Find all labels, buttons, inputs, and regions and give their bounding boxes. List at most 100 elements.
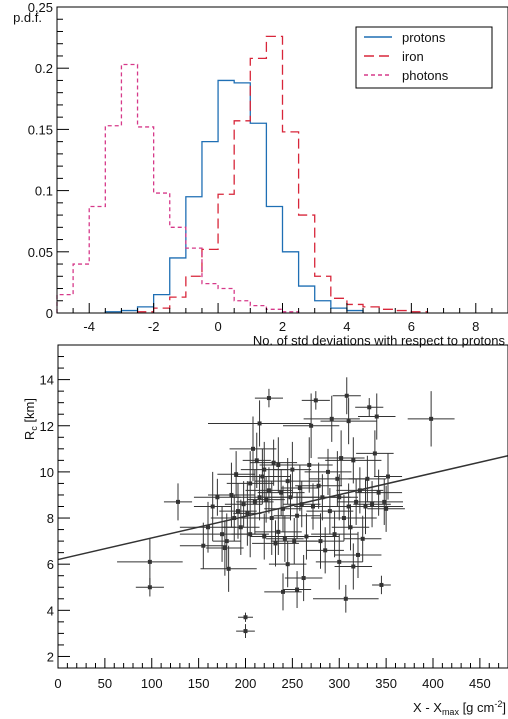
x-label-sup: -2 — [494, 699, 502, 709]
x-label-sub: max — [442, 707, 460, 717]
scatter-point — [208, 400, 312, 447]
scatter-point — [283, 393, 340, 459]
point-marker — [238, 525, 243, 530]
scatter-x-tick-label: 50 — [98, 676, 112, 691]
point-marker — [339, 456, 344, 461]
point-marker — [269, 516, 274, 521]
point-marker — [295, 587, 300, 592]
point-marker — [281, 506, 285, 511]
point-marker — [285, 479, 290, 484]
scatter-panel: 0 50 100 150 200 250 300 350 400 450 2 4 6 8 10 12 14 Rc… — [22, 344, 508, 717]
point-marker — [281, 589, 285, 594]
point-marker — [257, 495, 262, 500]
point-marker — [341, 516, 346, 521]
point-marker — [254, 458, 259, 463]
scatter-y-tick-label: 8 — [47, 511, 54, 526]
scatter-point — [163, 483, 193, 521]
histogram-x-tick-label: 8 — [472, 319, 479, 334]
scatter-point — [242, 432, 271, 489]
scatter-point — [304, 448, 352, 495]
point-marker — [222, 546, 227, 551]
point-marker — [266, 396, 271, 401]
point-marker — [311, 504, 315, 509]
histogram-axes: -4 -2 0 2 4 6 8 0 0.05 0.1 0.15 0.2 0.25 — [28, 0, 508, 334]
point-marker — [257, 421, 262, 426]
point-marker — [386, 474, 390, 479]
scatter-y-tick-label: 6 — [47, 557, 54, 572]
scatter-y-tick-label: 4 — [47, 603, 54, 618]
scatter-point — [212, 513, 241, 569]
histogram-series-photons — [56, 63, 300, 313]
point-marker — [245, 511, 250, 516]
point-marker — [251, 446, 255, 451]
x-label-unit: [g cm — [459, 700, 494, 715]
histogram-y-tick-label: 0.2 — [35, 61, 53, 76]
point-marker — [327, 509, 332, 514]
point-marker — [229, 492, 234, 497]
point-marker — [335, 476, 340, 481]
scatter-point — [268, 541, 307, 588]
point-marker — [344, 393, 349, 398]
histogram-y-tick-label: 0.15 — [28, 122, 53, 137]
point-marker — [285, 562, 290, 567]
scatter-point — [348, 455, 387, 502]
scatter-point — [356, 430, 394, 477]
histogram-y-tick-label: 0.1 — [35, 184, 53, 199]
scatter-point — [332, 377, 361, 415]
point-marker — [313, 398, 318, 403]
scatter-point — [334, 531, 382, 579]
scatter-plot-area — [57, 377, 508, 639]
point-marker — [252, 499, 257, 504]
point-marker — [346, 419, 351, 424]
scatter-point — [273, 441, 312, 498]
scatter-point — [373, 453, 403, 500]
scatter-point — [306, 527, 344, 574]
y-label-unit: [km] — [22, 398, 37, 426]
point-marker — [201, 543, 206, 548]
point-marker — [260, 474, 265, 479]
scatter-point — [236, 624, 255, 639]
point-marker — [297, 486, 302, 491]
scatter-point — [206, 520, 244, 576]
point-marker — [332, 532, 337, 537]
point-marker — [372, 451, 377, 456]
scatter-point — [231, 511, 269, 558]
point-marker — [234, 472, 239, 477]
point-marker — [384, 506, 389, 511]
point-marker — [318, 539, 323, 544]
point-marker — [326, 469, 330, 474]
histogram-panel: -4 -2 0 2 4 6 8 0 0.05 0.1 0.15 0.2 0.25 p.d.f. No. … — [13, 0, 508, 348]
point-marker — [147, 559, 152, 564]
scatter-y-tick-label: 12 — [40, 419, 54, 434]
scatter-point — [358, 393, 396, 440]
point-marker — [262, 467, 267, 472]
scatter-point — [264, 485, 302, 532]
scatter-point — [365, 478, 403, 525]
point-marker — [292, 539, 297, 544]
point-marker — [224, 539, 229, 544]
point-marker — [323, 548, 328, 553]
point-marker — [337, 559, 342, 564]
point-marker — [276, 529, 281, 534]
scatter-point — [297, 513, 344, 569]
point-marker — [232, 516, 237, 521]
histogram-series-iron — [136, 35, 429, 313]
scatter-point — [264, 573, 302, 611]
scatter-point — [253, 481, 291, 555]
scatter-point — [367, 485, 405, 532]
scatter-point — [283, 571, 312, 609]
fit-line — [57, 455, 508, 561]
point-marker — [299, 502, 304, 507]
scatter-point — [193, 471, 232, 542]
scatter-point — [254, 388, 283, 408]
scatter-point — [301, 391, 330, 410]
point-marker — [429, 416, 434, 421]
histogram-x-tick-label: 4 — [343, 319, 350, 334]
histogram-x-tick-label: 0 — [214, 319, 221, 334]
scatter-point — [245, 467, 293, 514]
scatter-point — [315, 534, 363, 590]
histogram-legend: protons iron photons — [355, 26, 493, 89]
histogram-series-protons — [104, 79, 364, 313]
point-marker — [301, 576, 306, 581]
histogram-y-tick-label: 0.25 — [28, 0, 53, 15]
